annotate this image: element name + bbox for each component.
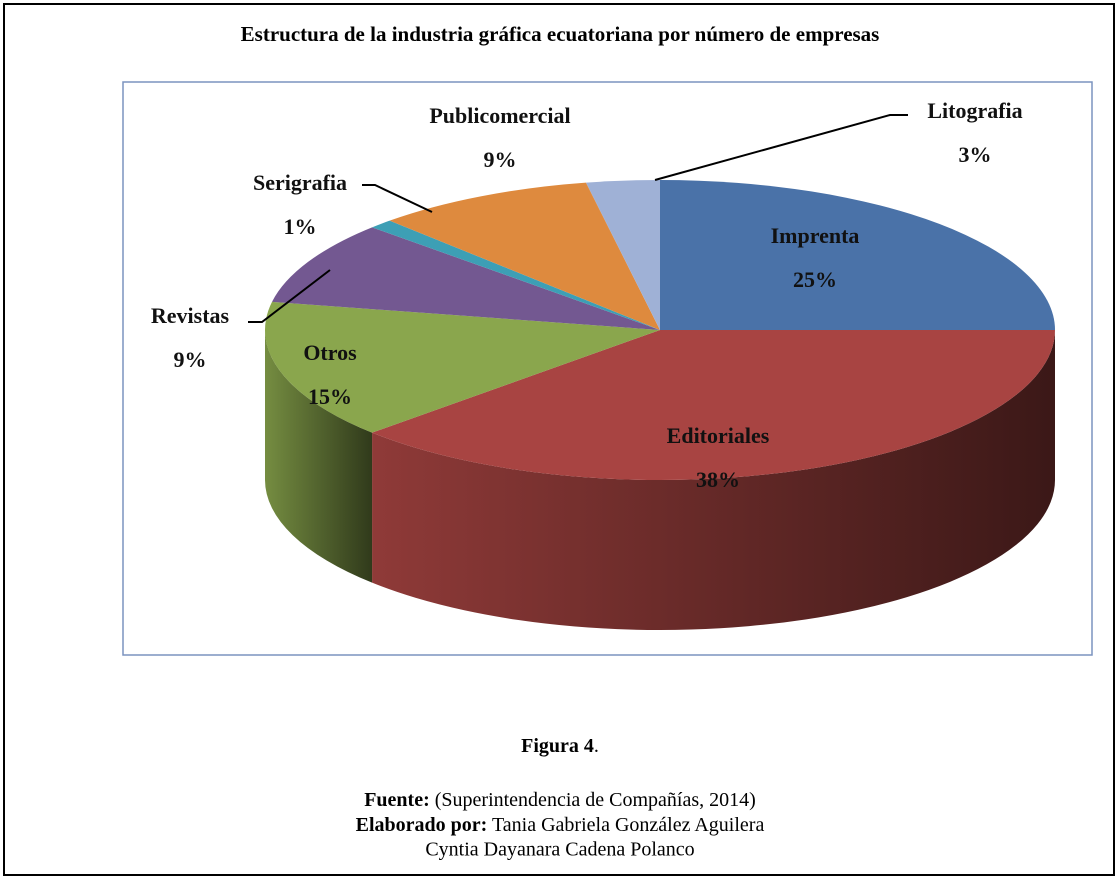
slice-label: Editoriales bbox=[667, 423, 770, 448]
slice-side bbox=[265, 330, 373, 583]
value-label: 25% bbox=[793, 267, 837, 292]
slice bbox=[585, 180, 660, 330]
leader-line bbox=[248, 269, 331, 323]
slice bbox=[389, 182, 660, 330]
slice-label: Revistas bbox=[151, 303, 230, 328]
value-label: 9% bbox=[174, 347, 207, 372]
slice bbox=[271, 227, 660, 330]
value-label: 38% bbox=[696, 467, 740, 492]
figure-caption: Figura 4. bbox=[521, 735, 599, 757]
source-line: Fuente: (Superintendencia de Compañías, … bbox=[364, 789, 756, 811]
slice bbox=[372, 330, 1056, 480]
figure-end: . bbox=[594, 735, 599, 757]
author: Tania Gabriela González Aguilera bbox=[492, 814, 764, 836]
slice-label: Serigrafia bbox=[253, 170, 347, 195]
value-label: 15% bbox=[308, 384, 352, 409]
pie: Imprenta 25% Editoriales 38% Otros 15% Revista… bbox=[151, 98, 1056, 630]
leader-line bbox=[654, 114, 908, 181]
figure-number: Figura 4 bbox=[521, 735, 594, 757]
slice-label: Litografia bbox=[927, 98, 1022, 123]
slice bbox=[264, 301, 660, 433]
chart-title: Estructura de la industria gráfica ecuat… bbox=[241, 22, 880, 46]
value-label: 9% bbox=[484, 147, 517, 172]
slice bbox=[372, 220, 660, 330]
slice-label: Otros bbox=[303, 340, 357, 365]
slice bbox=[660, 180, 1055, 330]
value-label: 1% bbox=[284, 214, 317, 239]
slice-side bbox=[372, 330, 1056, 630]
author-line: Elaborado por: Tania Gabriela González A… bbox=[356, 814, 765, 836]
author: Cyntia Dayanara Cadena Polanco bbox=[425, 839, 694, 861]
source-label: Fuente: bbox=[364, 789, 430, 811]
slice-label: Publicomercial bbox=[429, 103, 570, 128]
source: (Superintendencia de Compañías, 2014) bbox=[435, 789, 756, 811]
author-label: Elaborado por: bbox=[356, 814, 488, 836]
leader-line bbox=[362, 184, 433, 213]
slice-label: Imprenta bbox=[771, 223, 860, 248]
value-label: 3% bbox=[959, 142, 992, 167]
